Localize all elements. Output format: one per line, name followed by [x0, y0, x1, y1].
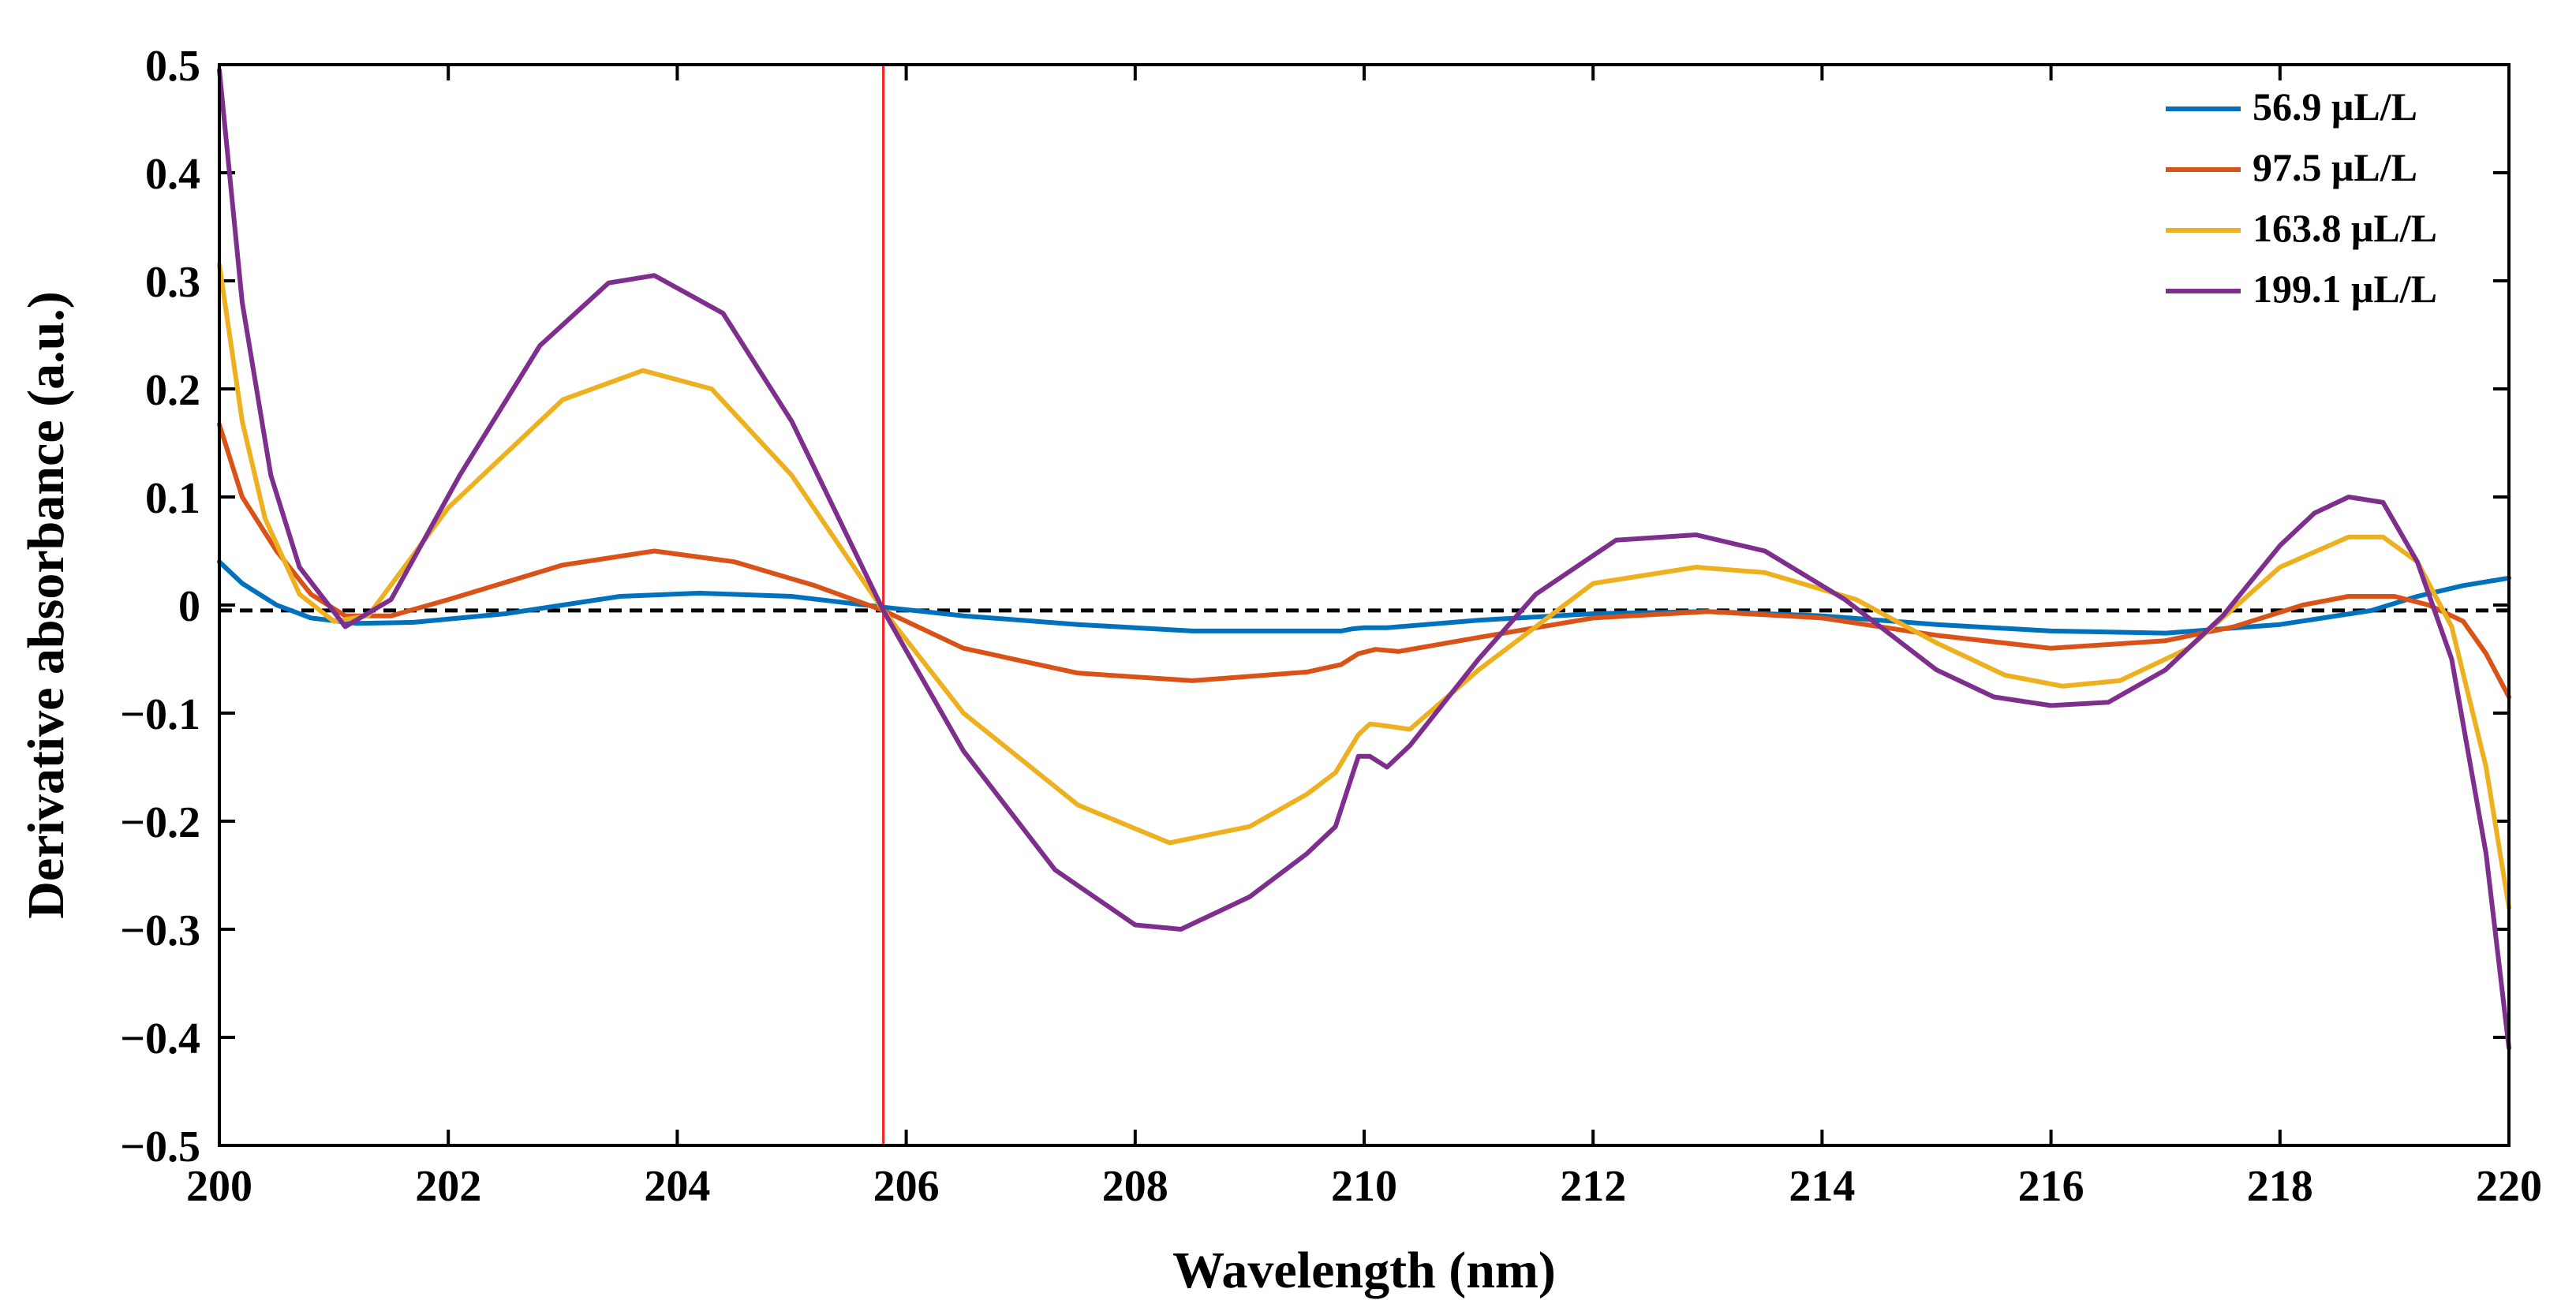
- x-tick-label: 208: [1102, 1162, 1168, 1211]
- y-tick-label: 0.1: [145, 474, 200, 523]
- x-tick-label: 200: [186, 1162, 252, 1211]
- series-line-3: [217, 262, 2511, 910]
- x-tick-label: 214: [1789, 1162, 1855, 1211]
- legend: 56.9 μL/L 97.5 μL/L 163.8 μL/L 199.1 μL/L: [2166, 84, 2437, 311]
- x-tick-labels: 200 202 204 206 208 210 212 214 216 218 220: [186, 1162, 2542, 1211]
- y-tick-labels: −0.5 −0.4 −0.3 −0.2 −0.1 0 0.1 0.2 0.3 0.4 0.5: [120, 42, 200, 1171]
- axes: [218, 63, 2511, 1147]
- legend-label-3: 163.8 μL/L: [2253, 206, 2437, 250]
- series-lines: [217, 67, 2511, 1051]
- y-tick-label: −0.3: [120, 906, 200, 955]
- y-tick-label: 0.3: [145, 258, 200, 307]
- x-tick-label: 210: [1331, 1162, 1397, 1211]
- series-line-1: [217, 559, 2511, 636]
- legend-label-2: 97.5 μL/L: [2253, 145, 2417, 189]
- legend-label-4: 199.1 μL/L: [2253, 267, 2437, 311]
- series-line-2: [217, 422, 2511, 700]
- series-line-4: [217, 67, 2511, 1051]
- x-tick-label: 218: [2247, 1162, 2313, 1211]
- x-tick-label: 206: [873, 1162, 940, 1211]
- y-tick-label: −0.1: [120, 690, 200, 739]
- legend-label-1: 56.9 μL/L: [2253, 84, 2417, 129]
- x-tick-label: 212: [1560, 1162, 1626, 1211]
- x-tick-label: 202: [415, 1162, 481, 1211]
- plot-frame: [218, 63, 2511, 1147]
- y-tick-label: 0.4: [145, 150, 200, 199]
- x-tick-label: 204: [644, 1162, 710, 1211]
- y-tick-label: −0.5: [120, 1123, 200, 1171]
- x-tick-label: 216: [2018, 1162, 2084, 1211]
- y-tick-label: 0: [178, 582, 200, 631]
- x-axis-label: Wavelength (nm): [1172, 1242, 1556, 1299]
- y-axis-label: Derivative absorbance (a.u.): [17, 291, 75, 919]
- y-tick-label: 0.2: [145, 366, 200, 415]
- y-tick-label: −0.4: [120, 1014, 200, 1063]
- y-tick-label: −0.2: [120, 798, 200, 847]
- y-tick-label: 0.5: [145, 42, 200, 91]
- x-tick-label: 220: [2476, 1162, 2542, 1211]
